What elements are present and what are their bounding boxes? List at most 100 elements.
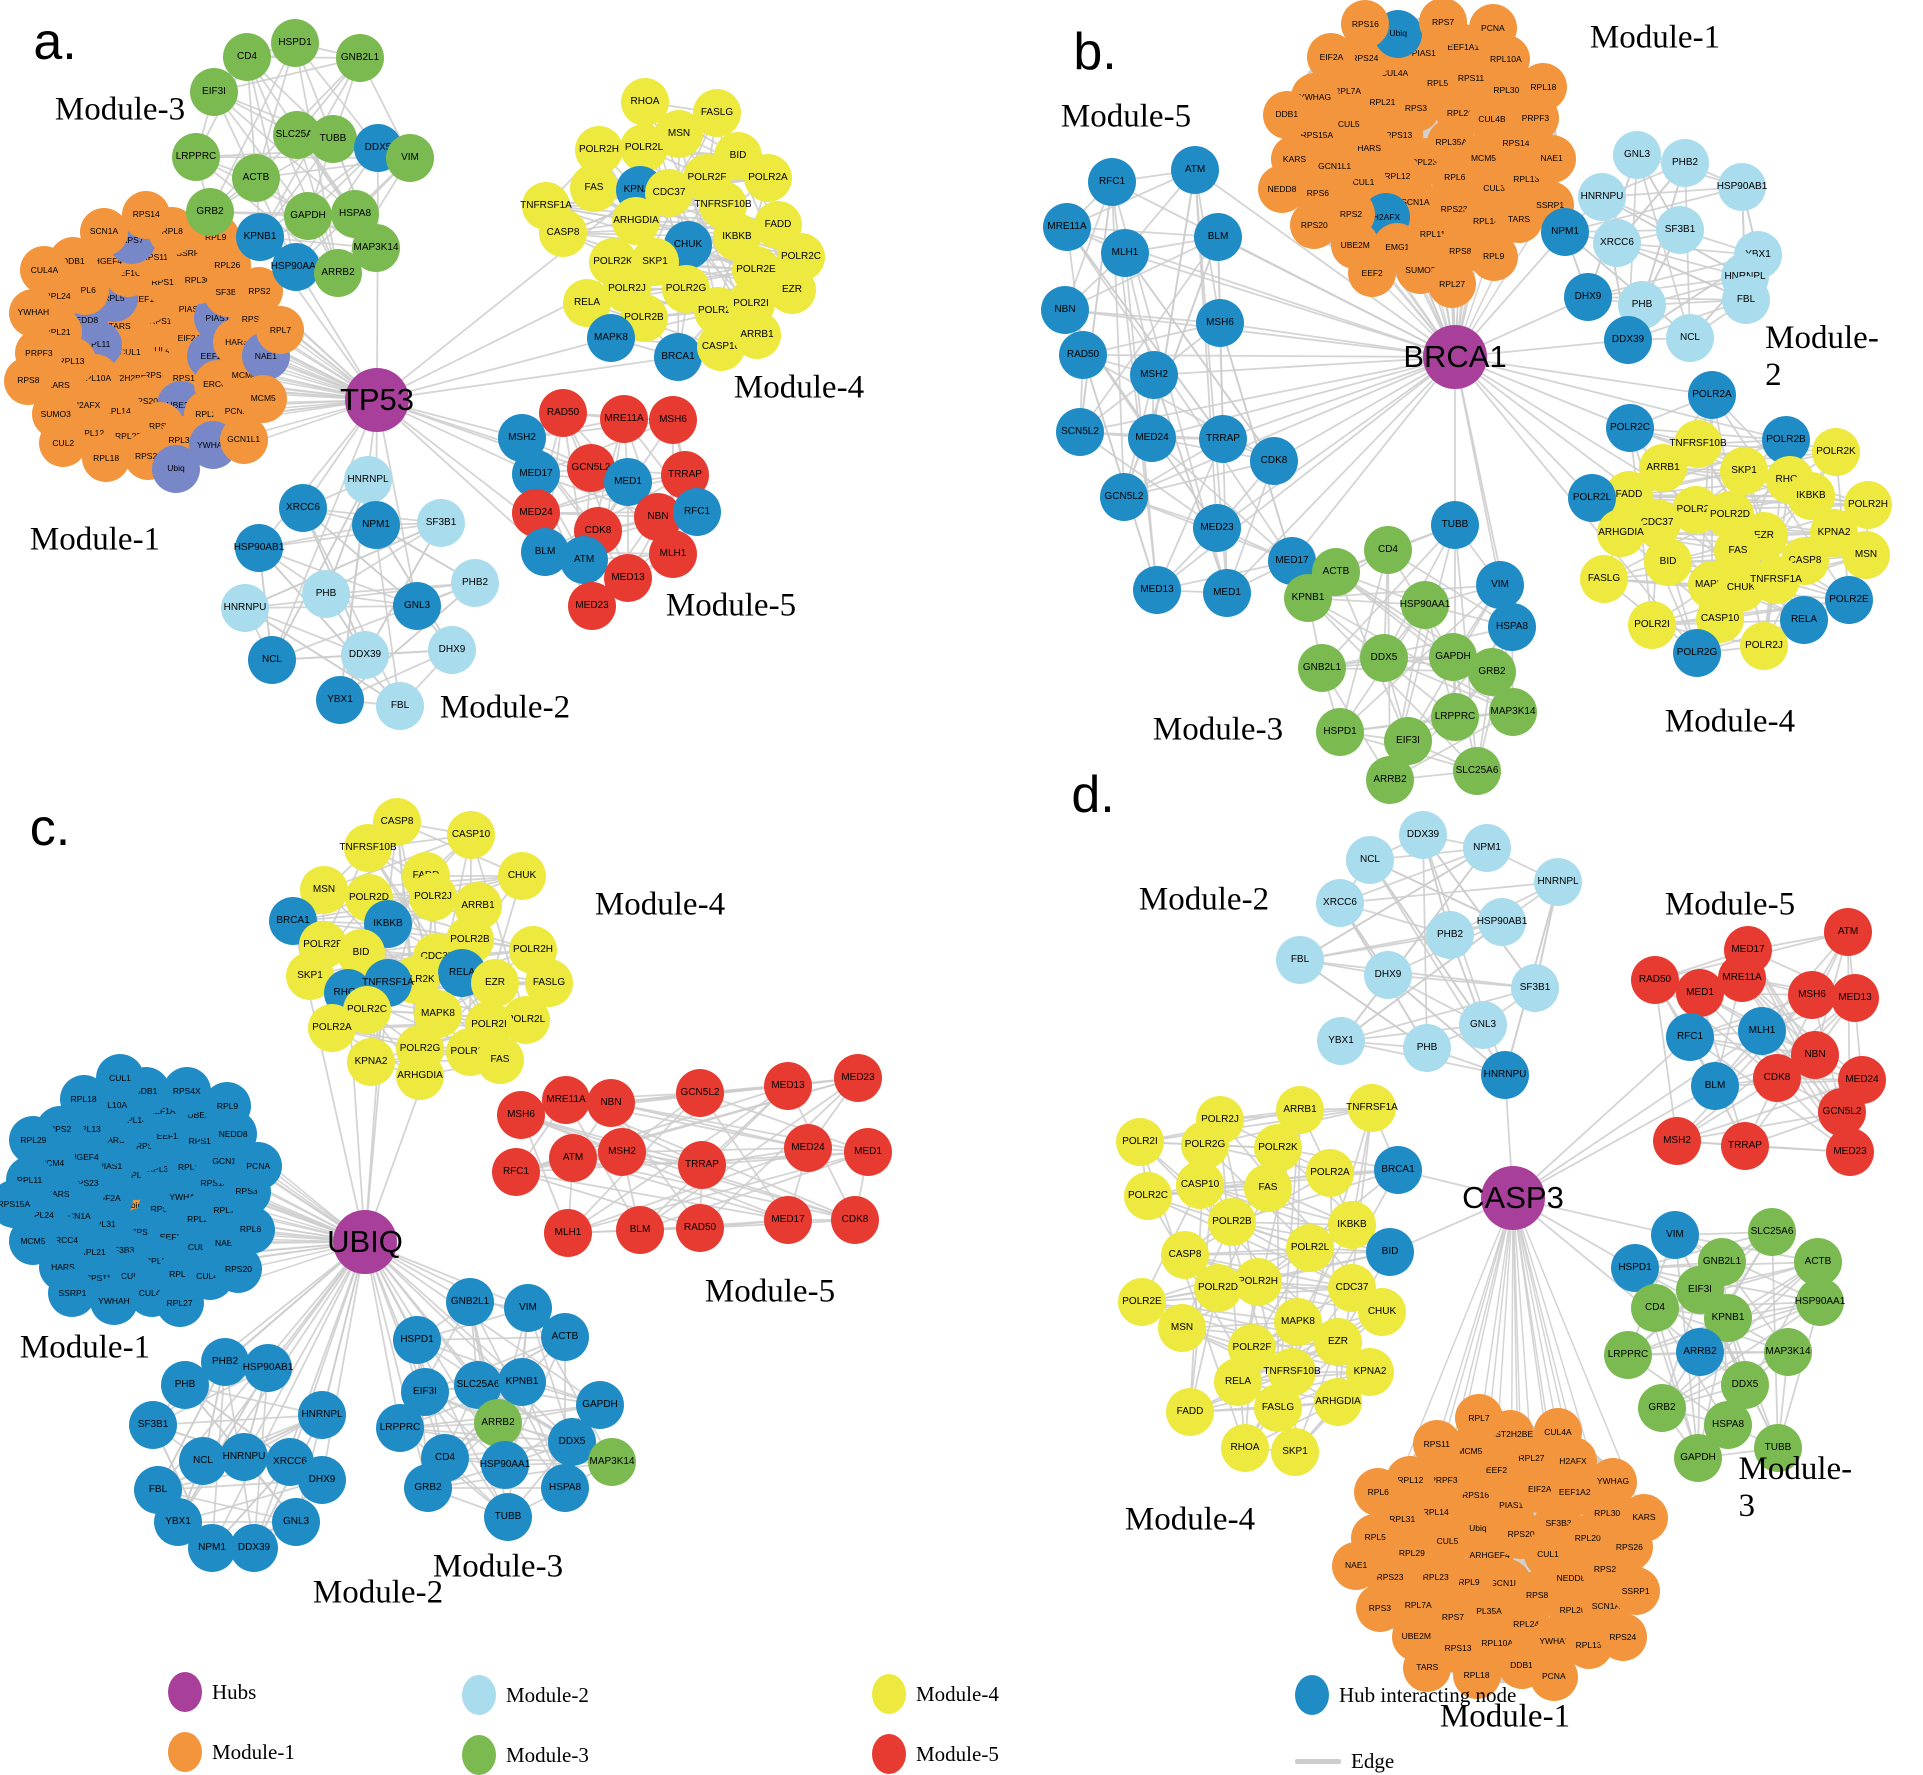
node-ncl[interactable]: NCL: [1346, 836, 1394, 884]
node-cd4[interactable]: CD4: [223, 33, 271, 81]
node-mlh1[interactable]: MLH1: [1101, 229, 1149, 277]
node-dhx9[interactable]: DHX9: [1364, 951, 1412, 999]
node-hnrnpl[interactable]: HNRNPL: [344, 456, 392, 504]
node-cul4a[interactable]: CUL4A: [1533, 1408, 1582, 1457]
node-tars[interactable]: TARS: [1403, 1643, 1452, 1692]
node-hsp90ab1[interactable]: HSP90AB1: [1477, 898, 1527, 946]
node-ddx5[interactable]: DDX5: [1360, 634, 1408, 682]
node-npm1[interactable]: NPM1: [1463, 824, 1511, 872]
node-dhx9[interactable]: DHX9: [428, 626, 476, 674]
node-cdk8[interactable]: CDK8: [1753, 1054, 1801, 1102]
node-rps24[interactable]: RPS24: [1598, 1612, 1647, 1661]
node-arrb2[interactable]: ARRB2: [474, 1399, 522, 1447]
node-hspd1[interactable]: HSPD1: [271, 19, 319, 67]
node-ssrp1[interactable]: SSRP1: [1611, 1566, 1660, 1615]
node-ddx39[interactable]: DDX39: [1604, 316, 1652, 364]
node-arrb1[interactable]: ARRB1: [733, 311, 781, 359]
node-ddx39[interactable]: DDX39: [1399, 811, 1447, 859]
node-msh6[interactable]: MSH6: [497, 1091, 545, 1139]
node-fbl[interactable]: FBL: [134, 1466, 182, 1514]
node-polr2g[interactable]: POLR2G: [1673, 629, 1721, 677]
node-hsp90aa1[interactable]: HSP90AA1: [1795, 1278, 1845, 1326]
node-cdk8[interactable]: CDK8: [831, 1196, 879, 1244]
node-hnrnpl[interactable]: HNRNPL: [1534, 858, 1582, 906]
node-msh2[interactable]: MSH2: [598, 1128, 646, 1176]
node-arhgdia[interactable]: ARHGDIA: [1314, 1378, 1362, 1426]
node-atm[interactable]: ATM: [549, 1134, 597, 1182]
node-med23[interactable]: MED23: [568, 582, 616, 630]
node-med24[interactable]: MED24: [784, 1124, 832, 1172]
node-vim[interactable]: VIM: [1476, 561, 1524, 609]
node-lrpprc[interactable]: LRPPRC: [1431, 693, 1479, 741]
node-map3k14[interactable]: MAP3K14: [588, 1438, 636, 1486]
node-msh6[interactable]: MSH6: [1788, 971, 1836, 1019]
node-mlh1[interactable]: MLH1: [1738, 1007, 1786, 1055]
node-kpnb1[interactable]: KPNB1: [498, 1358, 546, 1406]
node-pcna[interactable]: PCNA: [234, 1142, 283, 1191]
node-rpl9[interactable]: RPL9: [1469, 232, 1518, 281]
node-cd4[interactable]: CD4: [1631, 1284, 1679, 1332]
node-gapdh[interactable]: GAPDH: [1674, 1434, 1722, 1482]
node-rpl7[interactable]: RPL7: [256, 306, 305, 355]
node-hnrnpu[interactable]: HNRNPU: [221, 584, 269, 632]
node-hsp90ab1[interactable]: HSP90AB1: [243, 1344, 293, 1392]
node-arhgdia[interactable]: ARHGDIA: [612, 197, 660, 245]
node-xrcc6[interactable]: XRCC6: [279, 484, 327, 532]
node-rpl18[interactable]: RPL18: [82, 433, 131, 482]
node-rpl18[interactable]: RPL18: [1452, 1651, 1501, 1700]
node-rps20[interactable]: RPS20: [214, 1245, 263, 1294]
node-med17[interactable]: MED17: [764, 1196, 812, 1244]
node-fbl[interactable]: FBL: [1722, 276, 1770, 324]
node-actb[interactable]: ACTB: [541, 1313, 589, 1361]
node-nbn[interactable]: NBN: [1041, 286, 1089, 334]
node-cdk8[interactable]: CDK8: [1250, 437, 1298, 485]
node-fbl[interactable]: FBL: [376, 682, 424, 730]
node-med13[interactable]: MED13: [1133, 566, 1181, 614]
node-ncl[interactable]: NCL: [1666, 314, 1714, 362]
node-tubb[interactable]: TUBB: [484, 1493, 532, 1541]
node-fas[interactable]: FAS: [570, 164, 618, 212]
node-grb2[interactable]: GRB2: [1638, 1384, 1686, 1432]
node-med23[interactable]: MED23: [1826, 1128, 1874, 1176]
node-ncl[interactable]: NCL: [248, 636, 296, 684]
node-polr2l[interactable]: POLR2L: [620, 124, 668, 172]
node-phb[interactable]: PHB: [302, 570, 350, 618]
node-rps11[interactable]: RPS11: [1412, 1419, 1461, 1468]
node-atm[interactable]: ATM: [560, 536, 608, 584]
node-tubb[interactable]: TUBB: [1431, 501, 1479, 549]
node-phb[interactable]: PHB: [1403, 1024, 1451, 1072]
node-nae1[interactable]: NAE1: [1527, 134, 1576, 183]
node-arrb2[interactable]: ARRB2: [314, 249, 362, 297]
node-med1[interactable]: MED1: [1676, 969, 1724, 1017]
node-mre11a[interactable]: MRE11A: [600, 395, 648, 443]
node-dhx9[interactable]: DHX9: [298, 1456, 346, 1504]
node-rad50[interactable]: RAD50: [539, 389, 587, 437]
node-msh6[interactable]: MSH6: [649, 396, 697, 444]
node-tnfrsf1a[interactable]: TNFRSF1A: [1346, 1084, 1398, 1132]
node-rps16[interactable]: RPS16: [1341, 0, 1390, 48]
node-gnl3[interactable]: GNL3: [1459, 1001, 1507, 1049]
node-gnb2l1[interactable]: GNB2L1: [1298, 644, 1346, 692]
node-ywhah[interactable]: YWHAH: [89, 1276, 138, 1325]
node-gnb2l1[interactable]: GNB2L1: [446, 1278, 494, 1326]
node-gcn1l1[interactable]: GCN1L1: [219, 415, 268, 464]
node-ncl[interactable]: NCL: [179, 1437, 227, 1485]
node-slc25a6[interactable]: SLC25A6: [1748, 1208, 1796, 1256]
node-map3k14[interactable]: MAP3K14: [1764, 1328, 1812, 1376]
node-nae1[interactable]: NAE1: [1332, 1541, 1381, 1590]
node-polr2a[interactable]: POLR2A: [1306, 1149, 1354, 1197]
node-rad50[interactable]: RAD50: [1631, 956, 1679, 1004]
node-ybx1[interactable]: YBX1: [316, 676, 364, 724]
node-scn1a[interactable]: SCN1A: [79, 207, 128, 256]
node-dhx9[interactable]: DHX9: [1564, 273, 1612, 321]
node-trrap[interactable]: TRRAP: [1199, 415, 1247, 463]
node-gnb2l1[interactable]: GNB2L1: [336, 34, 384, 82]
node-med1[interactable]: MED1: [844, 1128, 892, 1176]
node-sf3b1[interactable]: SF3B1: [417, 499, 465, 547]
node-atm[interactable]: ATM: [1824, 908, 1872, 956]
node-hsp90aa1[interactable]: HSP90AA1: [1400, 581, 1450, 629]
node-vim[interactable]: VIM: [386, 134, 434, 182]
node-mcm5[interactable]: MCM5: [239, 374, 288, 423]
node-polr2i[interactable]: POLR2I: [1116, 1118, 1164, 1166]
node-rps8[interactable]: RPS8: [4, 356, 53, 405]
